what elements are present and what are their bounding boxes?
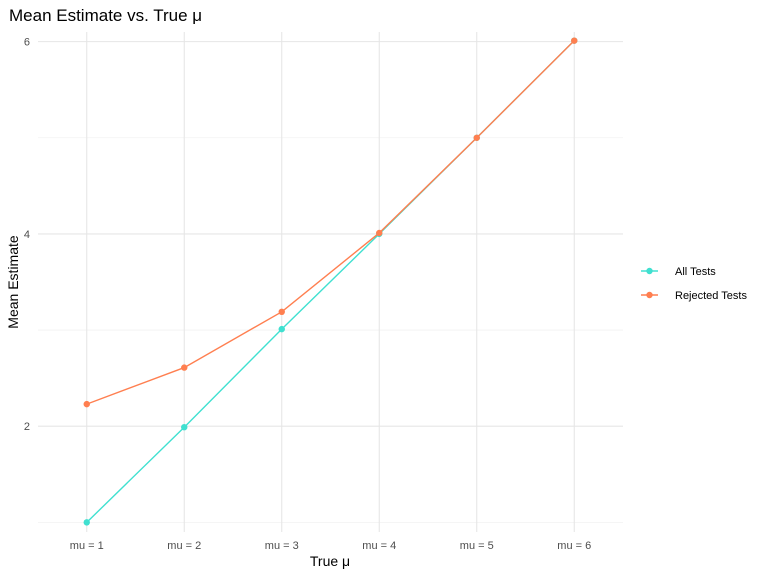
y-tick-label: 4 bbox=[24, 229, 30, 241]
data-point-rejected-tests bbox=[571, 37, 578, 44]
x-tick-label: mu = 6 bbox=[557, 540, 591, 552]
series-rejected-tests bbox=[83, 37, 578, 408]
legend-label: Rejected Tests bbox=[675, 290, 747, 302]
data-point-all-tests bbox=[181, 423, 188, 431]
legend: All Tests Rejected Tests bbox=[641, 266, 747, 302]
x-tick-label: mu = 1 bbox=[70, 540, 104, 552]
legend-key-point bbox=[646, 291, 653, 299]
legend-item-rejected-tests: Rejected Tests bbox=[641, 290, 747, 302]
data-point-rejected-tests bbox=[181, 364, 188, 371]
legend-item-all-tests: All Tests bbox=[641, 266, 716, 278]
series-layer bbox=[83, 37, 578, 526]
chart-title: Mean Estimate vs. True μ bbox=[9, 6, 202, 25]
legend-key-point bbox=[646, 267, 653, 275]
data-point-rejected-tests bbox=[83, 400, 90, 408]
data-point-rejected-tests bbox=[473, 134, 480, 141]
data-point-all-tests bbox=[83, 519, 90, 526]
x-axis-title: True μ bbox=[310, 553, 350, 569]
y-tick-label: 2 bbox=[24, 421, 30, 433]
legend-label: All Tests bbox=[675, 266, 716, 278]
axes: 2 4 6 mu = 1 mu = 2 mu = 3 mu = 4 mu = 5 mu = 6 bbox=[24, 37, 591, 552]
x-tick-label: mu = 2 bbox=[167, 540, 201, 552]
data-point-rejected-tests bbox=[376, 229, 383, 237]
y-tick-label: 6 bbox=[24, 37, 30, 49]
grid bbox=[38, 32, 623, 532]
y-axis-title: Mean Estimate bbox=[5, 235, 21, 329]
x-tick-label: mu = 4 bbox=[362, 540, 396, 552]
series-line-rejected-tests bbox=[86, 40, 575, 405]
data-point-rejected-tests bbox=[278, 308, 285, 316]
data-point-all-tests bbox=[278, 325, 285, 333]
x-tick-label: mu = 3 bbox=[265, 540, 299, 552]
x-tick-label: mu = 5 bbox=[460, 540, 494, 552]
